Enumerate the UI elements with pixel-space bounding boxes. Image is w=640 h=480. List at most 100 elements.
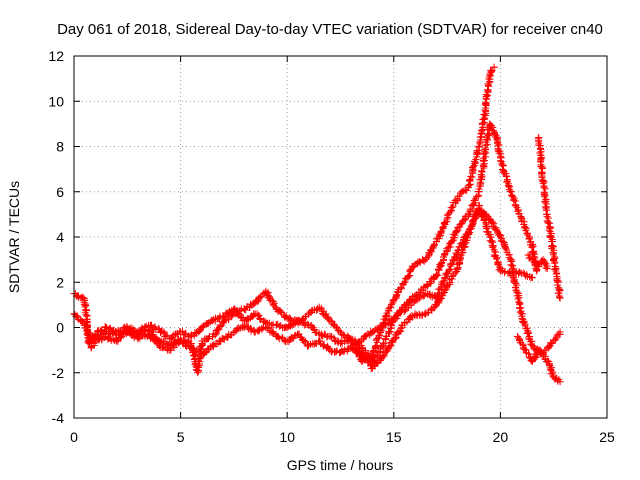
data-point-marker: [511, 283, 519, 291]
x-tick-label: 20: [493, 429, 509, 445]
data-point-marker: [130, 334, 138, 342]
data-point-marker: [446, 243, 454, 251]
data-point-marker: [468, 217, 476, 225]
data-point-marker: [156, 328, 164, 336]
data-point-marker: [362, 332, 370, 340]
data-point-marker: [455, 192, 463, 200]
data-point-marker: [482, 149, 490, 157]
data-point-marker: [358, 357, 366, 365]
data-point-marker: [453, 228, 461, 236]
data-point-marker: [388, 300, 396, 308]
data-point-marker: [478, 119, 486, 127]
data-point-marker: [393, 311, 401, 319]
data-point-marker: [291, 332, 299, 340]
data-point-marker: [509, 193, 517, 201]
data-point-marker: [88, 332, 96, 340]
data-point-marker: [438, 278, 446, 286]
data-point-marker: [495, 149, 503, 157]
data-point-marker: [486, 215, 494, 223]
data-point-marker: [468, 222, 476, 230]
x-tick-label: 5: [177, 429, 185, 445]
data-point-marker: [113, 328, 121, 336]
chart-title: Day 061 of 2018, Sidereal Day-to-day VTE…: [57, 21, 603, 38]
data-point-marker: [556, 293, 564, 301]
data-point-marker: [533, 267, 541, 275]
data-point-marker: [243, 316, 251, 324]
data-point-marker: [528, 274, 536, 282]
data-point-marker: [493, 135, 501, 143]
data-point-marker: [181, 331, 189, 339]
y-tick-label: 12: [48, 48, 64, 64]
data-point-marker: [489, 242, 497, 250]
data-point-marker: [448, 272, 456, 280]
y-tick-label: 10: [48, 93, 64, 109]
data-point-marker: [492, 255, 500, 263]
data-point-marker: [427, 279, 435, 287]
data-point-marker: [503, 172, 511, 180]
data-point-marker: [420, 257, 428, 265]
data-point-marker: [443, 245, 451, 253]
data-point-marker: [135, 333, 143, 341]
data-point-marker: [495, 266, 503, 274]
data-point-marker: [73, 312, 81, 320]
y-tick-label: 4: [56, 229, 64, 245]
data-point-marker: [420, 291, 428, 299]
series-track-5: [513, 328, 564, 365]
data-point-marker: [469, 163, 477, 171]
data-point-marker: [526, 353, 534, 361]
data-point-marker: [480, 110, 488, 118]
data-point-marker: [503, 178, 511, 186]
data-point-marker: [137, 325, 145, 333]
data-point-marker: [510, 196, 518, 204]
data-point-marker: [392, 334, 400, 342]
data-point-marker: [453, 251, 461, 259]
y-axis-label: SDTVAR / TECUs: [6, 181, 22, 293]
data-point-marker: [457, 243, 465, 251]
data-point-marker: [524, 231, 532, 239]
data-point-marker: [543, 265, 551, 273]
data-point-marker: [242, 306, 250, 314]
data-point-marker: [553, 331, 561, 339]
data-point-marker: [253, 298, 261, 306]
data-point-marker: [396, 328, 404, 336]
data-point-marker: [332, 348, 340, 356]
data-point-marker: [448, 203, 456, 211]
data-point-marker: [551, 265, 559, 273]
data-point-marker: [322, 310, 330, 318]
data-point-marker: [556, 328, 564, 336]
data-point-marker: [496, 233, 504, 241]
data-point-marker: [556, 286, 564, 294]
data-point-marker: [275, 333, 283, 341]
data-point-marker: [288, 321, 296, 329]
series-track-6: [524, 251, 551, 273]
data-point-marker: [418, 311, 426, 319]
data-point-marker: [404, 273, 412, 281]
data-point-marker: [380, 352, 388, 360]
data-point-marker: [516, 269, 524, 277]
data-point-marker: [433, 270, 441, 278]
data-point-marker: [446, 208, 454, 216]
data-point-marker: [465, 182, 473, 190]
data-point-marker: [385, 328, 393, 336]
data-point-marker: [512, 202, 520, 210]
data-point-marker: [493, 254, 501, 262]
data-point-marker: [318, 306, 326, 314]
data-point-marker: [364, 350, 372, 358]
data-point-marker: [158, 344, 166, 352]
data-point-marker: [556, 378, 564, 386]
y-tick-label: 2: [56, 274, 64, 290]
data-point-marker: [211, 331, 219, 339]
data-point-marker: [514, 295, 522, 303]
data-point-marker: [513, 292, 521, 300]
data-point-marker: [489, 218, 497, 226]
data-point-marker: [382, 312, 390, 320]
data-point-marker: [446, 265, 454, 273]
data-point-marker: [434, 271, 442, 279]
data-point-marker: [520, 319, 528, 327]
data-point-marker: [358, 344, 366, 352]
y-axis-ticks: -4 -2 0 2 4 6 8 10 12: [48, 48, 607, 426]
x-tick-label: 15: [386, 429, 402, 445]
x-tick-label: 10: [279, 429, 295, 445]
data-point-marker: [478, 126, 486, 134]
